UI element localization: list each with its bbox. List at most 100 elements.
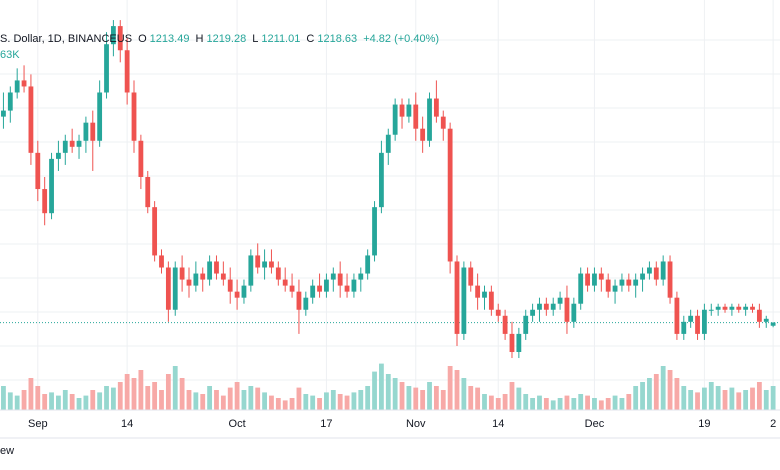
volume-bar xyxy=(14,395,20,410)
volume-bar xyxy=(413,387,419,410)
volume-bar xyxy=(165,374,171,410)
candle-body xyxy=(145,176,151,208)
candle-body xyxy=(372,207,377,256)
candle-body xyxy=(330,273,336,280)
candle-body xyxy=(42,189,48,214)
volume-bar xyxy=(640,382,645,410)
volume-bar xyxy=(763,390,769,410)
candle-body xyxy=(35,152,41,190)
candle-body xyxy=(433,98,439,117)
volume-bar xyxy=(619,398,625,410)
close-value: 1218.63 xyxy=(317,33,358,45)
candle-body xyxy=(179,267,185,280)
candle-body xyxy=(550,303,556,310)
volume-bar xyxy=(516,387,522,410)
candle-body xyxy=(488,291,494,310)
volume-bar xyxy=(660,366,666,410)
candle-body xyxy=(619,279,625,286)
volume-bar xyxy=(653,374,659,410)
volume-bar xyxy=(681,386,687,410)
volume-bar xyxy=(482,394,487,410)
volume-bar xyxy=(152,382,158,410)
volume-bar xyxy=(461,378,467,410)
volume-bar xyxy=(488,395,494,410)
candle-body xyxy=(543,303,549,310)
candle-body xyxy=(564,297,570,322)
candle-body xyxy=(324,279,329,292)
volume-bar xyxy=(392,378,398,410)
volume-bar xyxy=(708,382,714,410)
low-label: L xyxy=(252,33,259,45)
volume-bar xyxy=(124,374,130,410)
candle-body xyxy=(214,261,219,274)
candle-body xyxy=(598,273,604,280)
volume-bar xyxy=(90,390,96,410)
candle-body xyxy=(282,279,288,286)
candle-body xyxy=(227,279,233,292)
candle-body xyxy=(385,134,391,153)
candle-body xyxy=(653,267,659,280)
volume-bar xyxy=(220,395,226,410)
volume-bar xyxy=(667,370,673,410)
volume-bar xyxy=(303,394,309,410)
candle-body xyxy=(117,26,123,51)
volume-bar xyxy=(62,390,68,410)
volume-bar xyxy=(722,390,728,410)
candle-body xyxy=(647,267,652,274)
volume-bar xyxy=(495,398,501,410)
candle-body xyxy=(523,315,529,334)
volume-bar xyxy=(248,386,254,410)
volume-bar xyxy=(702,387,707,410)
candle-body xyxy=(440,116,446,129)
open-label: O xyxy=(138,33,147,45)
volume-bar xyxy=(612,395,618,410)
candle-body xyxy=(413,104,419,129)
volume-bar xyxy=(234,382,240,410)
candle-body xyxy=(743,306,749,310)
candle-body xyxy=(351,279,357,292)
candle-body xyxy=(537,303,542,310)
candle-body xyxy=(461,267,467,334)
candle-body xyxy=(241,285,247,298)
volume-bar xyxy=(214,390,219,410)
x-tick-label: 2 xyxy=(770,418,776,430)
volume-bar xyxy=(736,392,742,410)
candle-body xyxy=(110,26,116,45)
candle-body xyxy=(193,273,199,286)
candle-body xyxy=(159,255,164,268)
candle-body xyxy=(667,261,673,298)
volume-bar xyxy=(282,400,288,410)
volume-bar xyxy=(255,387,261,410)
volume-bar xyxy=(447,366,453,410)
candle-body xyxy=(468,267,474,286)
volume-bar xyxy=(502,394,508,410)
candle-body xyxy=(392,104,398,135)
candle-body xyxy=(262,261,267,268)
volume-bar xyxy=(420,390,426,410)
volume-bar xyxy=(138,370,144,410)
volume-bar xyxy=(633,386,639,410)
volume-bar xyxy=(200,394,206,410)
volume-bar xyxy=(543,398,549,410)
candle-body xyxy=(557,297,563,304)
x-tick-label: 14 xyxy=(492,418,504,430)
x-tick-label: 19 xyxy=(698,418,710,430)
volume-bar xyxy=(317,398,322,410)
candle-body xyxy=(592,273,597,286)
volume-bar xyxy=(468,386,474,410)
volume-bar xyxy=(186,390,192,410)
candle-body xyxy=(303,297,309,310)
volume-bar xyxy=(454,370,460,410)
volume-bar xyxy=(241,390,247,410)
candle-body xyxy=(90,122,96,141)
candle-body xyxy=(131,92,137,141)
x-tick-label: Nov xyxy=(406,418,426,430)
candle-body xyxy=(585,273,590,286)
candle-body xyxy=(482,291,487,298)
volume-bar xyxy=(571,398,577,410)
volume-bar xyxy=(28,378,34,410)
candle-body xyxy=(475,285,481,298)
volume-bar xyxy=(7,392,13,410)
volume-bar xyxy=(695,392,700,410)
